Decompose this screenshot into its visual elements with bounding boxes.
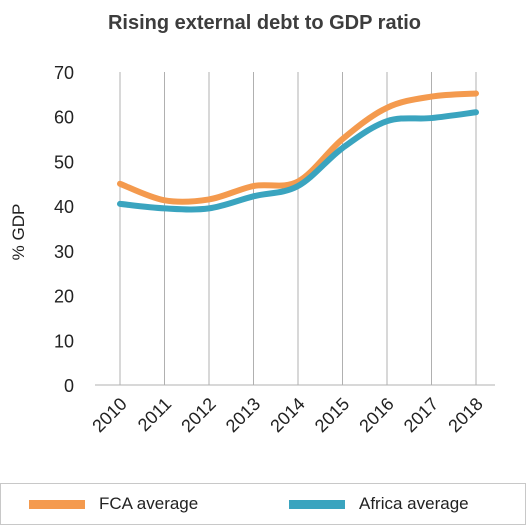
y-tick-label: 30 <box>54 242 74 262</box>
chart-title: Rising external debt to GDP ratio <box>107 12 422 34</box>
legend-item-fca: FCA average <box>29 484 198 524</box>
legend-label-africa: Africa average <box>359 494 469 513</box>
x-tick-label: 2013 <box>222 394 264 436</box>
x-tick-label: 2010 <box>88 394 130 436</box>
y-tick-label: 20 <box>54 287 74 307</box>
series-layer <box>117 90 479 213</box>
legend: FCA average Africa average <box>0 483 526 525</box>
y-tick-label: 0 <box>64 376 74 396</box>
y-tick-label: 40 <box>54 197 74 217</box>
legend-label-fca: FCA average <box>99 494 199 513</box>
legend-item-africa: Africa average <box>289 484 469 524</box>
x-tick-label: 2016 <box>355 394 397 436</box>
x-tick-label: 2018 <box>444 394 486 436</box>
x-tick-label: 2011 <box>134 394 176 436</box>
y-tick-label: 50 <box>54 152 74 172</box>
y-axis-label: % GDP <box>9 204 28 261</box>
y-tick-label: 10 <box>54 331 74 351</box>
x-tick-label: 2012 <box>177 394 219 436</box>
x-tick-label: 2017 <box>400 394 442 436</box>
legend-swatch-africa <box>289 499 345 509</box>
y-tick-label: 60 <box>54 108 74 128</box>
series-line-africa <box>117 109 479 213</box>
grid-layer <box>119 72 477 385</box>
x-tick-label: 2015 <box>311 394 353 436</box>
series-line-fca <box>117 90 479 205</box>
x-tick-label: 2014 <box>266 394 308 436</box>
legend-swatch-fca <box>29 499 85 509</box>
y-tick-label: 70 <box>54 63 74 83</box>
